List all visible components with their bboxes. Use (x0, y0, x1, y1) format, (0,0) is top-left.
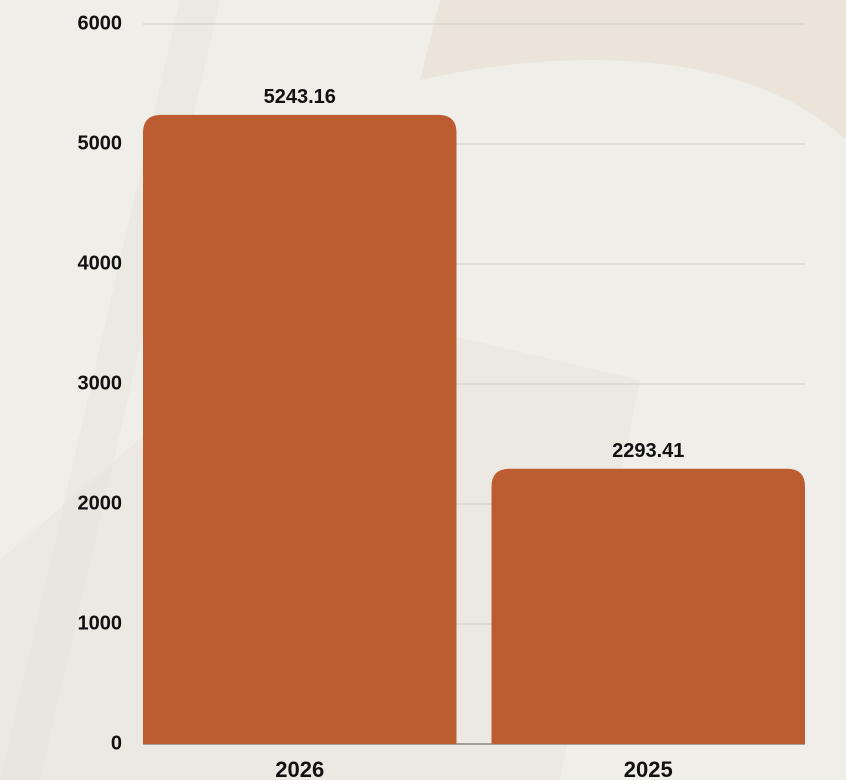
y-tick-label: 1000 (78, 612, 123, 634)
bar (143, 114, 457, 744)
y-tick-label: 5000 (78, 132, 123, 154)
x-tick-label: 2025 (624, 757, 673, 780)
y-tick-label: 0 (111, 732, 122, 754)
y-tick-label: 3000 (78, 372, 123, 394)
bar (491, 468, 805, 744)
y-tick-label: 2000 (78, 492, 123, 514)
x-tick-label: 2026 (275, 757, 324, 780)
data-label: 5243.16 (264, 86, 336, 108)
y-tick-label: 6000 (78, 12, 123, 34)
y-tick-label: 4000 (78, 252, 123, 274)
data-label: 2293.41 (612, 440, 684, 462)
